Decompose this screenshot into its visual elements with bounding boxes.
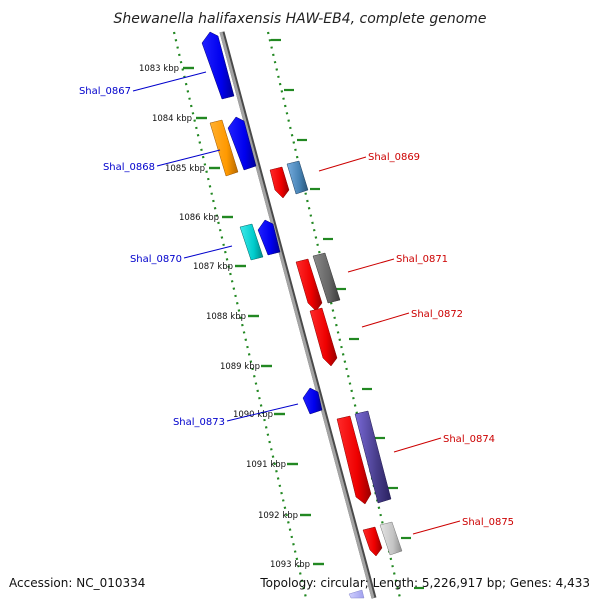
gene-feature-lavender[interactable] — [348, 589, 365, 599]
gene-feature-shal-0870[interactable] — [257, 219, 281, 256]
gene-feature-shal-0867[interactable] — [201, 31, 235, 100]
leader-line — [132, 71, 207, 92]
gene-feature-shal-0871[interactable] — [295, 258, 323, 312]
tick-label: 1092 kbp — [258, 511, 298, 521]
leader-line — [183, 245, 233, 259]
gene-label[interactable]: Shal_0873 — [173, 417, 225, 428]
gene-feature-shal-0875[interactable] — [362, 526, 383, 557]
tick-label: 1086 kbp — [179, 213, 219, 223]
gene-feature-shal-0872[interactable] — [309, 307, 338, 367]
leader-line — [361, 312, 410, 328]
forward-ticks — [271, 38, 424, 590]
gene-feature-steel[interactable] — [286, 160, 309, 195]
gene-label[interactable]: Shal_0872 — [411, 309, 463, 320]
gene-labels: Shal_0867 Shal_0868 Shal_0870 Shal_0873 … — [79, 86, 514, 528]
gene-feature-orange[interactable] — [209, 119, 239, 177]
accession-label: Accession: NC_010334 — [9, 576, 145, 590]
leader-line — [156, 149, 221, 167]
backbone — [219, 31, 375, 599]
gene-feature-light-gray[interactable] — [379, 521, 403, 556]
gene-feature-shal-0868[interactable] — [227, 116, 257, 171]
gene-feature-slate[interactable] — [354, 410, 392, 504]
gene-feature-dark-gray[interactable] — [312, 252, 341, 304]
tick-label: 1087 kbp — [193, 262, 233, 272]
gene-label[interactable]: Shal_0875 — [462, 517, 514, 528]
tick-label: 1085 kbp — [165, 164, 205, 174]
gene-label[interactable]: Shal_0870 — [130, 254, 182, 265]
tick-label: 1093 kbp — [270, 560, 310, 570]
leader-line — [393, 437, 442, 453]
gene-label[interactable]: Shal_0874 — [443, 434, 495, 445]
gene-label[interactable]: Shal_0867 — [79, 86, 131, 97]
leader-line — [226, 403, 299, 422]
gene-feature-shal-0873[interactable] — [302, 387, 323, 415]
tick-label: 1084 kbp — [152, 114, 192, 124]
map-title: Shewanella halifaxensis HAW-EB4, complet… — [113, 11, 486, 27]
leader-lines — [132, 71, 461, 535]
gene-label[interactable]: Shal_0869 — [368, 152, 420, 163]
gene-label[interactable]: Shal_0868 — [103, 162, 155, 173]
gene-feature-shal-0874[interactable] — [336, 415, 372, 505]
gene-label[interactable]: Shal_0871 — [396, 254, 448, 265]
tick-label: 1083 kbp — [139, 64, 179, 74]
topology-label: Topology: circular; Length: 5,226,917 bp… — [259, 576, 590, 590]
gene-features — [201, 31, 403, 599]
tick-label: 1091 kbp — [246, 460, 286, 470]
leader-line — [318, 156, 367, 172]
tick-label: 1089 kbp — [220, 362, 260, 372]
leader-line — [347, 258, 395, 273]
gene-feature-cyan[interactable] — [239, 223, 264, 261]
leader-line — [412, 520, 461, 535]
tick-label: 1088 kbp — [206, 312, 246, 322]
gene-feature-shal-0869[interactable] — [269, 166, 290, 199]
